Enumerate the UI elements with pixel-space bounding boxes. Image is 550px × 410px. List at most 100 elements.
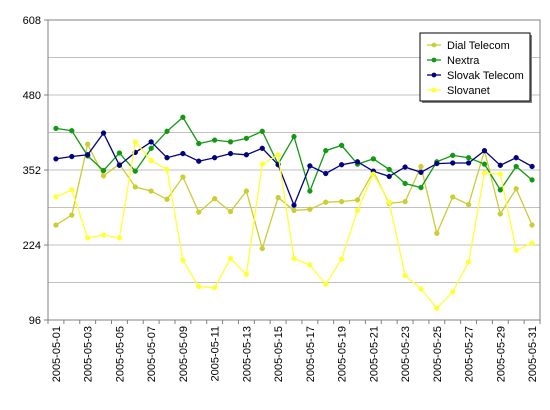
data-point [85,141,91,147]
data-point [100,232,107,238]
data-point [85,152,91,158]
legend-label: Slovanet [447,85,490,97]
x-tick-label: 2005-05-19 [337,326,349,382]
x-tick-label: 2005-05-23 [400,326,412,382]
data-point [164,128,170,134]
data-point [450,152,456,159]
data-point [53,156,59,162]
data-point [291,133,297,140]
data-point [323,170,329,177]
x-tick-label: 2005-05-31 [527,326,539,382]
data-point [164,155,170,161]
data-point [259,161,265,167]
data-point [116,150,123,156]
x-tick-label: 2005-05-03 [83,326,95,382]
data-point [402,272,408,279]
data-point [481,148,488,154]
data-point [434,305,440,311]
data-point [418,169,424,175]
data-point [259,145,265,151]
data-point [196,209,202,215]
data-point [338,162,345,168]
data-point [259,245,265,252]
data-point [338,256,345,262]
data-point [465,259,472,265]
data-point [243,188,250,194]
data-point [243,135,250,142]
data-point [497,162,503,168]
data-point [434,160,440,167]
data-point [450,289,456,295]
data-point [307,206,313,212]
data-point [465,155,472,161]
legend-label: Slovak Telecom [447,70,524,82]
data-point [497,171,503,177]
data-point [370,156,377,162]
data-point [338,142,345,149]
data-point [53,125,59,132]
data-point [180,114,186,120]
y-tick-label: 96 [29,315,41,327]
data-point [85,235,91,241]
data-point [529,222,535,228]
data-point [227,139,234,145]
data-point [53,222,59,228]
data-point [307,188,313,194]
data-point [69,128,75,134]
series-2 [53,130,535,208]
data-point [211,137,218,143]
data-point [529,163,535,170]
data-point [100,130,107,136]
axis-layer: 96 224 352 480 608 2005-05-01 2005-05-03 2005-0… [23,15,541,382]
x-tick-label: 2005-05-05 [114,326,126,382]
data-point [291,202,297,208]
data-point [354,197,361,203]
series-0 [53,141,535,252]
data-point [481,161,488,167]
data-point [450,194,456,200]
data-point [211,196,218,202]
data-point [418,163,424,170]
x-tick-label: 2005-05-09 [178,326,190,382]
data-point [513,163,519,170]
data-point [323,148,329,154]
data-point [243,271,250,277]
data-point [418,184,424,191]
x-tick-label: 2005-05-29 [495,326,507,382]
data-point [307,262,313,268]
data-point [497,187,503,193]
data-point [275,152,281,158]
data-point [227,208,234,215]
x-tick-label: 2005-05-11 [210,326,222,381]
y-tick-label: 224 [23,240,41,252]
data-point [386,199,392,205]
legend-swatch-marker [431,72,437,78]
x-tick-label: 2005-05-13 [241,326,253,382]
data-point [180,257,186,263]
y-tick-label: 608 [23,15,41,27]
data-point [132,184,138,190]
data-point [164,196,170,202]
data-point [386,166,392,173]
data-point [497,211,503,217]
data-point [529,240,535,246]
legend-label: Nextra [447,55,480,67]
data-point [259,128,265,134]
data-point [132,139,138,145]
data-point [402,164,408,170]
data-point [132,168,138,174]
data-point [338,198,345,205]
data-point [402,198,408,205]
data-point [196,283,202,290]
y-tick-label: 352 [23,165,41,177]
x-tick-label: 2005-05-15 [273,326,285,382]
data-point [418,286,424,292]
series-layer [53,114,535,311]
data-point [180,150,186,157]
data-point [180,174,186,180]
data-point [148,145,154,151]
data-point [211,285,218,291]
data-point [53,194,59,200]
data-point [465,201,472,208]
